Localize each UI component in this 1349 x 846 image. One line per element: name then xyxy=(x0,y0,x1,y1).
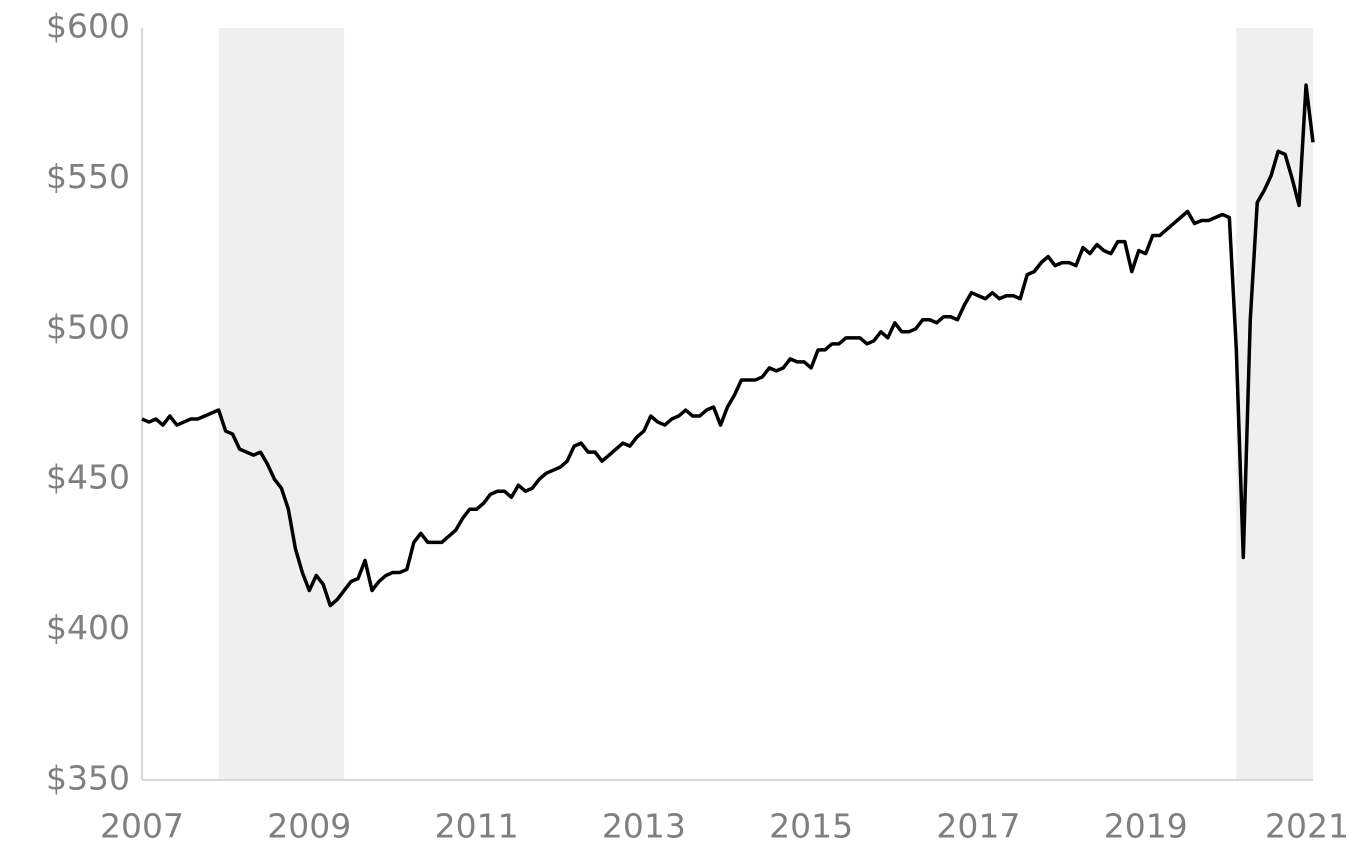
x-tick-label: 2007 xyxy=(100,807,184,846)
y-tick-label: $600 xyxy=(46,7,130,46)
x-tick-label: 2015 xyxy=(769,807,853,846)
x-tick-label: 2019 xyxy=(1104,807,1188,846)
y-tick-label: $400 xyxy=(46,608,130,647)
x-tick-label: 2017 xyxy=(936,807,1020,846)
y-tick-label: $350 xyxy=(46,759,130,798)
y-tick-label: $550 xyxy=(46,157,130,196)
shading-layer xyxy=(218,28,1313,780)
x-tick-label: 2021 xyxy=(1265,807,1349,846)
y-tick-label: $450 xyxy=(46,458,130,497)
y-tick-label: $500 xyxy=(46,307,130,346)
x-tick-label: 2011 xyxy=(435,807,519,846)
data-line xyxy=(141,83,1315,608)
recession-shade xyxy=(218,28,345,780)
x-tick-label: 2009 xyxy=(267,807,351,846)
x-tick-label: 2013 xyxy=(602,807,686,846)
